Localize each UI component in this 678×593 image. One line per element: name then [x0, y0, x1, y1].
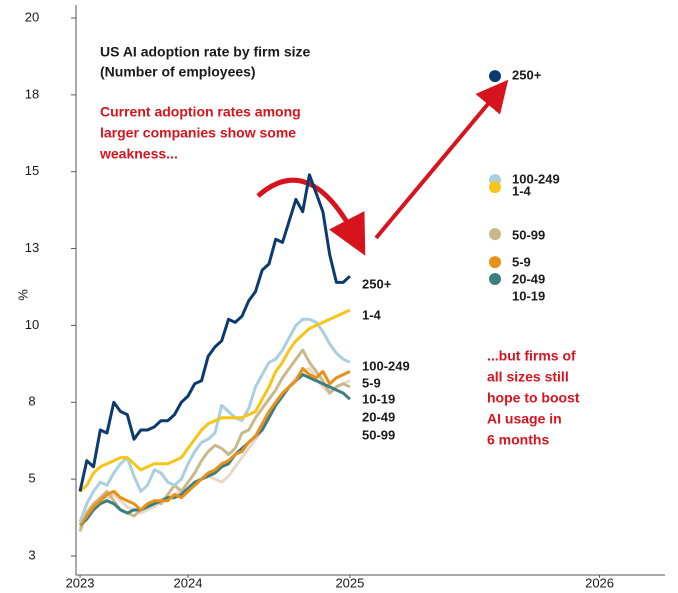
- red-annotation: 6 months: [487, 432, 549, 448]
- red-annotation: all sizes still: [487, 369, 569, 385]
- x-tick-label: 2023: [66, 575, 95, 590]
- y-tick-label: 13: [25, 240, 39, 255]
- red-annotation: weakness...: [99, 146, 178, 162]
- y-axis-label: %: [15, 289, 30, 301]
- y-tick-label: 18: [25, 86, 39, 101]
- x-tick-label: 2024: [174, 575, 203, 590]
- outlook-label: 250+: [512, 67, 542, 82]
- outlook-label: 50-99: [512, 227, 545, 242]
- series-line: [78, 367, 351, 527]
- series-line: [78, 373, 351, 527]
- red-annotation: larger companies show some: [100, 125, 296, 141]
- y-tick-label: 15: [25, 163, 39, 178]
- up-arrow: [374, 79, 509, 240]
- x-tick-label: 2026: [585, 575, 614, 590]
- chart-title: US AI adoption rate by firm size: [100, 44, 311, 60]
- end-label: 20-49: [362, 409, 395, 424]
- y-tick-label: 10: [25, 317, 39, 332]
- end-label: 100-249: [362, 358, 410, 373]
- outlook-dot: [489, 256, 501, 269]
- x-tick-label: 2025: [335, 575, 364, 590]
- outlook-label: 5-9: [512, 254, 531, 269]
- outlook-label: 10-19: [512, 288, 545, 303]
- outlook-label: 1-4: [512, 183, 532, 198]
- chart-subtitle: (Number of employees): [100, 64, 256, 80]
- y-tick-label: 3: [28, 547, 35, 562]
- y-tick-label: 5: [28, 471, 35, 486]
- red-annotation: Current adoption rates among: [100, 104, 301, 120]
- red-annotation: AI usage in: [487, 411, 562, 427]
- outlook-dot: [489, 273, 501, 286]
- end-label: 5-9: [362, 375, 381, 390]
- series-line: [78, 317, 351, 523]
- y-tick-label: 8: [28, 394, 35, 409]
- end-label: 10-19: [362, 391, 395, 406]
- y-tick-label: 20: [25, 9, 39, 24]
- outlook-dot: [489, 181, 501, 194]
- series-line: [78, 173, 351, 492]
- end-label: 1-4: [362, 307, 382, 322]
- outlook-dot: [489, 70, 501, 83]
- outlook-label: 100-249: [512, 171, 560, 186]
- series-line: [78, 308, 351, 493]
- series-line: [78, 367, 351, 530]
- outlook-dot: [489, 228, 501, 241]
- end-label: 50-99: [362, 427, 395, 442]
- end-label: 250+: [362, 276, 392, 291]
- red-annotation: hope to boost: [487, 390, 580, 406]
- red-annotation: ...but firms of: [487, 348, 576, 364]
- outlook-label: 20-49: [512, 271, 545, 286]
